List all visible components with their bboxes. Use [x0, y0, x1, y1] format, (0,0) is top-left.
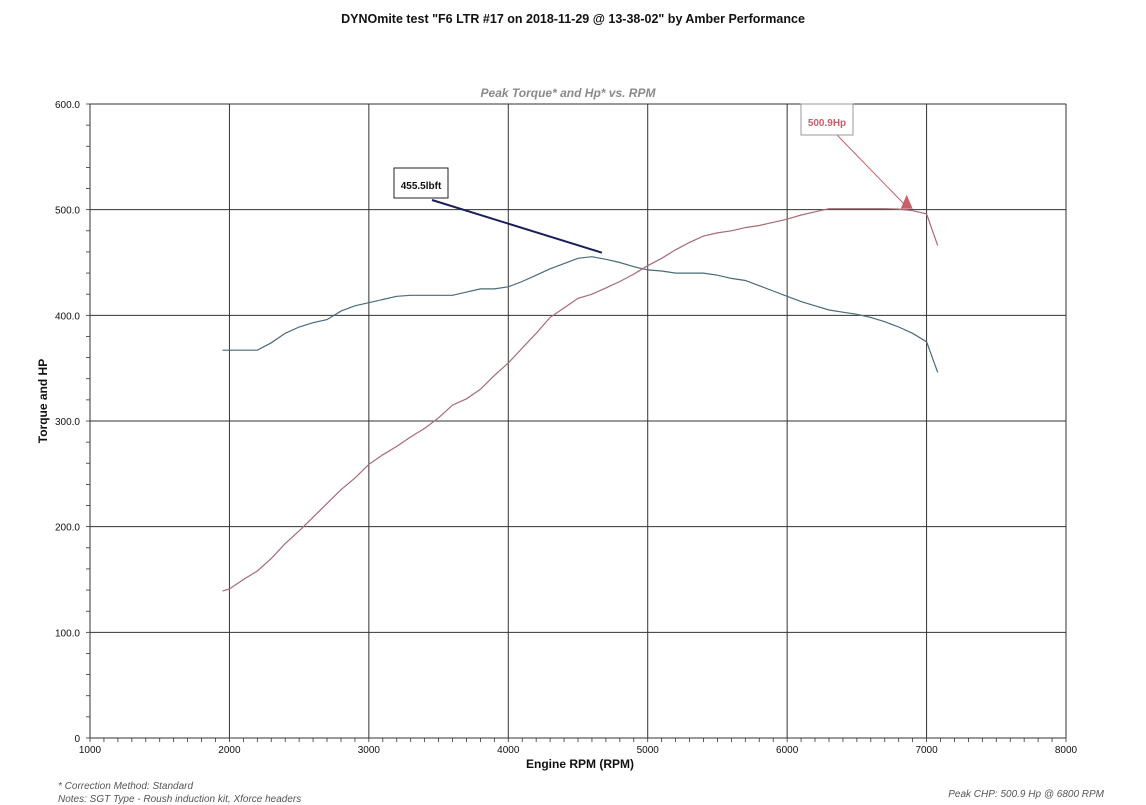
y-tick-label: 100.0 — [55, 628, 80, 639]
tick-labels: 1000 2000 3000 4000 5000 6000 7000 8000 0 100.0 20… — [55, 100, 1078, 756]
x-tick-label: 4000 — [497, 745, 520, 756]
page-title: DYNOmite test "F6 LTR #17 on 2018-11-29 … — [341, 12, 805, 26]
x-tick-label: 7000 — [915, 745, 938, 756]
y-tick-label: 600.0 — [55, 100, 80, 111]
torque-curve — [222, 256, 939, 373]
correction-method-note: * Correction Method: Standard — [58, 781, 194, 792]
hp-callout-label: 500.9Hp — [808, 118, 846, 129]
peak-chp-note: Peak CHP: 500.9 Hp @ 6800 RPM — [948, 789, 1104, 800]
chart-title: Peak Torque* and Hp* vs. RPM — [481, 86, 657, 100]
y-tick-label: 400.0 — [55, 311, 80, 322]
hp-curve — [222, 208, 939, 592]
hp-peak-marker — [900, 194, 913, 209]
torque-callout-label: 455.5lbft — [401, 181, 442, 192]
y-tick-label: 300.0 — [55, 417, 80, 428]
x-tick-label: 5000 — [637, 745, 660, 756]
x-tick-label: 1000 — [79, 745, 102, 756]
x-axis-label: Engine RPM (RPM) — [526, 757, 634, 771]
hp-callout-box — [800, 103, 854, 136]
torque-callout-box — [393, 167, 449, 199]
callout-layer: 455.5lbft 500.9Hp — [393, 103, 913, 254]
x-tick-label: 3000 — [358, 745, 381, 756]
series-layer — [222, 208, 939, 592]
y-tick-label: 500.0 — [55, 206, 80, 217]
torque-callout-leader — [431, 199, 603, 254]
x-tick-label: 8000 — [1055, 745, 1078, 756]
hp-callout-leader — [836, 134, 908, 208]
x-tick-label: 2000 — [218, 745, 241, 756]
y-tick-label: 0 — [74, 734, 80, 745]
y-tick-label: 200.0 — [55, 523, 80, 534]
y-axis-label: Torque and HP — [36, 359, 50, 443]
minor-ticks — [86, 103, 1067, 742]
x-tick-label: 6000 — [776, 745, 799, 756]
